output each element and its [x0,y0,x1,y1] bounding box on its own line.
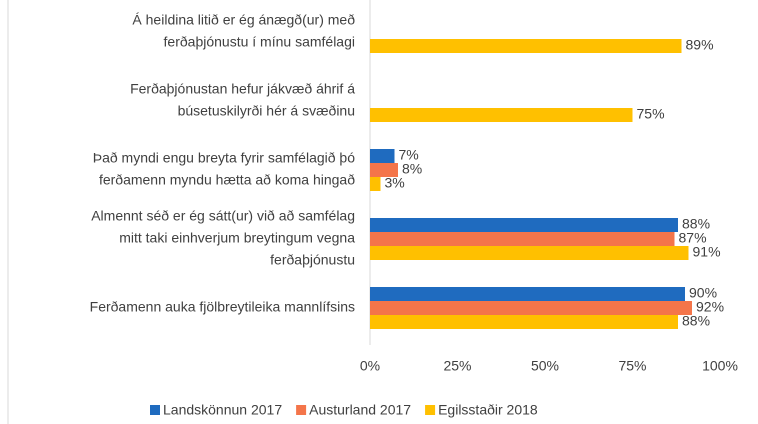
bar [370,108,633,122]
bar [370,149,395,163]
value-label: 92% [696,299,724,315]
bar [370,232,675,246]
x-tick-label: 0% [360,358,380,374]
bar [370,177,381,191]
legend-swatch [296,405,307,415]
x-tick-label: 100% [702,358,738,374]
legend-swatch [150,405,160,415]
bar [370,163,398,177]
bar [370,246,689,260]
legend-label: Egilsstaðir 2018 [438,402,538,418]
value-label: 88% [682,216,710,232]
legend-swatch [425,405,436,415]
value-label: 90% [689,285,717,301]
value-label: 91% [693,244,721,260]
category-label: ferðamenn myndu hætta að koma hingað [99,172,355,188]
category-label: Almennt séð er ég sátt(ur) við að samfél… [91,208,355,224]
category-label: ferðaþjónustu í mínu samfélagi [164,34,355,50]
value-label: 87% [679,230,707,246]
bar [370,287,685,301]
value-label: 88% [682,313,710,329]
category-label: Ferðaþjónustan hefur jákvæð áhrif á [130,81,355,97]
category-label: Það myndi engu breyta fyrir samfélagið þ… [93,150,355,166]
category-label: búsetuskilyrði hér á svæðinu [178,103,355,119]
legend-label: Landskönnun 2017 [163,402,282,418]
bar [370,218,678,232]
category-label: mitt taki einhverjum breytingum vegna [119,230,355,246]
x-tick-label: 50% [531,358,559,374]
bar [370,39,682,53]
x-tick-label: 25% [443,358,471,374]
value-label: 7% [399,147,419,163]
legend-label: Austurland 2017 [309,402,411,418]
bar [370,301,692,315]
category-label: ferðaþjónustu [270,252,355,268]
value-label: 3% [385,175,405,191]
value-label: 89% [686,37,714,53]
value-label: 75% [637,106,665,122]
category-label: Ferðamenn auka fjölbreytileika mannlífsi… [90,299,355,315]
bar [370,315,678,329]
category-label: Á heildina litið er ég ánægð(ur) með [132,12,355,28]
x-tick-label: 75% [618,358,646,374]
value-label: 8% [402,161,422,177]
